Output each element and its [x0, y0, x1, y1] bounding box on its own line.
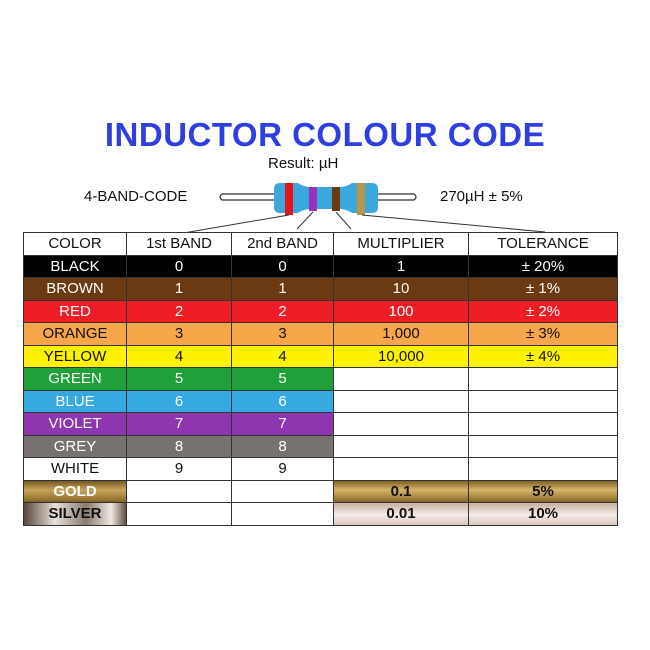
cell-tol: 5%	[468, 479, 618, 503]
cell-colour-name: WHITE	[23, 457, 127, 481]
cell-b1: 6	[126, 389, 232, 413]
header-multiplier: MULTIPLIER	[333, 232, 469, 256]
cell-b1: 5	[126, 367, 232, 391]
cell-mult: 100	[333, 299, 469, 323]
header-1st-band: 1st BAND	[126, 232, 232, 256]
cell-b1	[126, 502, 232, 526]
header-2nd-band: 2nd BAND	[231, 232, 334, 256]
table-row: GREEN 5 5	[23, 367, 618, 391]
cell-mult: 1	[333, 254, 469, 278]
cell-tol	[468, 367, 618, 391]
table-row: BLACK 0 0 1 ± 20%	[23, 254, 618, 278]
colour-code-table: COLOR 1st BAND 2nd BAND MULTIPLIER TOLERANCE…	[23, 232, 618, 526]
cell-colour-name: GREEN	[23, 367, 127, 391]
cell-tol	[468, 389, 618, 413]
cell-tol: ± 4%	[468, 344, 618, 368]
cell-mult	[333, 389, 469, 413]
cell-b2: 2	[231, 299, 334, 323]
cell-b2	[231, 479, 334, 503]
band-3	[332, 187, 340, 211]
cell-tol: 10%	[468, 502, 618, 526]
band-1	[285, 183, 293, 215]
table-row: GREY 8 8	[23, 434, 618, 458]
cell-b1: 3	[126, 322, 232, 346]
band-2	[309, 187, 317, 211]
table-row: SILVER 0.01 10%	[23, 502, 618, 526]
cell-b2: 9	[231, 457, 334, 481]
cell-b2: 4	[231, 344, 334, 368]
cell-mult	[333, 412, 469, 436]
table-row: BROWN 1 1 10 ± 1%	[23, 277, 618, 301]
cell-colour-name: BROWN	[23, 277, 127, 301]
example-value: 270µH ± 5%	[440, 188, 523, 205]
cell-mult: 0.1	[333, 479, 469, 503]
band-code-label: 4-BAND-CODE	[84, 188, 188, 205]
cell-b2: 7	[231, 412, 334, 436]
inductor-illustration	[139, 183, 546, 240]
cell-tol	[468, 457, 618, 481]
cell-b1: 9	[126, 457, 232, 481]
cell-b1: 2	[126, 299, 232, 323]
cell-mult: 1,000	[333, 322, 469, 346]
cell-colour-name: BLACK	[23, 254, 127, 278]
cell-mult	[333, 434, 469, 458]
cell-b1	[126, 479, 232, 503]
cell-colour-name: GREY	[23, 434, 127, 458]
cell-colour-name: GOLD	[23, 479, 127, 503]
header-tolerance: TOLERANCE	[468, 232, 618, 256]
cell-colour-name: BLUE	[23, 389, 127, 413]
cell-b1: 0	[126, 254, 232, 278]
cell-mult: 10,000	[333, 344, 469, 368]
cell-b2: 1	[231, 277, 334, 301]
cell-b2: 6	[231, 389, 334, 413]
table-row: ORANGE 3 3 1,000 ± 3%	[23, 322, 618, 346]
cell-mult	[333, 367, 469, 391]
cell-tol: ± 2%	[468, 299, 618, 323]
result-label: Result: µH	[268, 155, 339, 172]
cell-tol: ± 20%	[468, 254, 618, 278]
table-row: RED 2 2 100 ± 2%	[23, 299, 618, 323]
header-color: COLOR	[23, 232, 127, 256]
cell-b2: 5	[231, 367, 334, 391]
table-row: BLUE 6 6	[23, 389, 618, 413]
cell-tol	[468, 412, 618, 436]
cell-b1: 1	[126, 277, 232, 301]
cell-tol	[468, 434, 618, 458]
cell-colour-name: ORANGE	[23, 322, 127, 346]
cell-mult: 0.01	[333, 502, 469, 526]
page-title: INDUCTOR COLOUR CODE	[104, 116, 546, 153]
cell-colour-name: VIOLET	[23, 412, 127, 436]
cell-b1: 8	[126, 434, 232, 458]
cell-colour-name: SILVER	[23, 502, 127, 526]
cell-colour-name: YELLOW	[23, 344, 127, 368]
cell-b2: 8	[231, 434, 334, 458]
inductor-leads	[219, 193, 417, 201]
cell-tol: ± 3%	[468, 322, 618, 346]
cell-tol: ± 1%	[468, 277, 618, 301]
inductor-body	[274, 183, 378, 213]
cell-mult: 10	[333, 277, 469, 301]
cell-b2	[231, 502, 334, 526]
cell-b2: 3	[231, 322, 334, 346]
cell-b1: 4	[126, 344, 232, 368]
table-row: WHITE 9 9	[23, 457, 618, 481]
cell-b2: 0	[231, 254, 334, 278]
cell-colour-name: RED	[23, 299, 127, 323]
table-row: GOLD 0.1 5%	[23, 479, 618, 503]
table-row: VIOLET 7 7	[23, 412, 618, 436]
table-row: YELLOW 4 4 10,000 ± 4%	[23, 344, 618, 368]
cell-mult	[333, 457, 469, 481]
band-4	[357, 183, 365, 215]
cell-b1: 7	[126, 412, 232, 436]
